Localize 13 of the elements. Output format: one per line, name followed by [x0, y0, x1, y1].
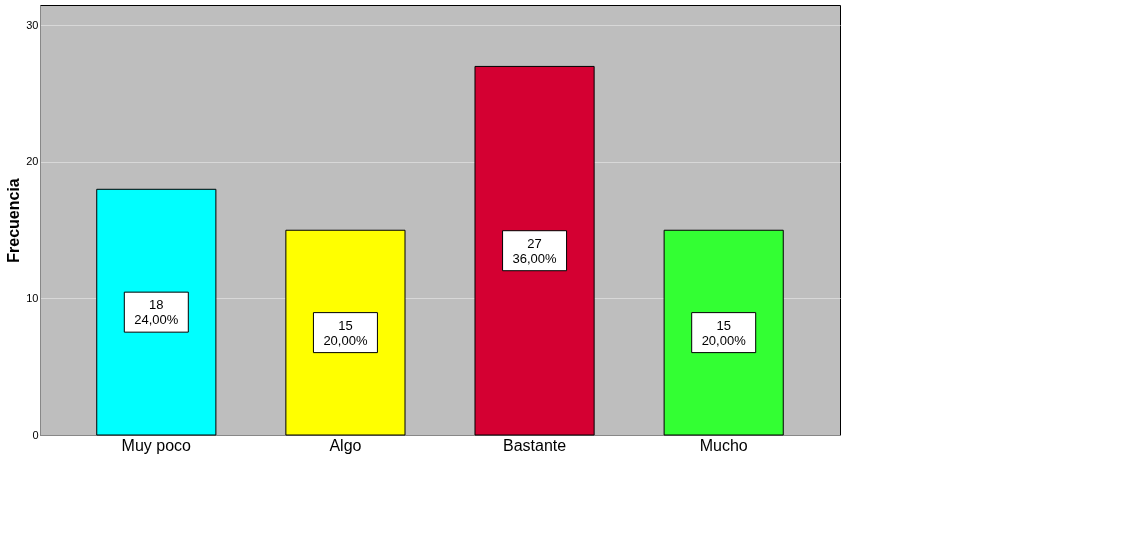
- x-tick-label: Muy poco: [121, 436, 192, 454]
- x-tick-label: Algo: [329, 436, 362, 454]
- y-tick-label: 30: [26, 18, 39, 31]
- data-label: 18 24,00%: [134, 297, 179, 328]
- y-tick-label: 20: [26, 155, 39, 168]
- data-label: 27 36,00%: [512, 235, 558, 266]
- y-tick-label: 10: [26, 291, 39, 304]
- data-label: 15 20,00%: [701, 317, 747, 348]
- data-label: 15 20,00%: [323, 317, 368, 348]
- y-tick-label: 0: [32, 428, 39, 441]
- x-tick-label: Mucho: [699, 436, 748, 454]
- x-tick-label: Bastante: [502, 436, 567, 454]
- y-axis-title: Frecuencia: [5, 178, 23, 263]
